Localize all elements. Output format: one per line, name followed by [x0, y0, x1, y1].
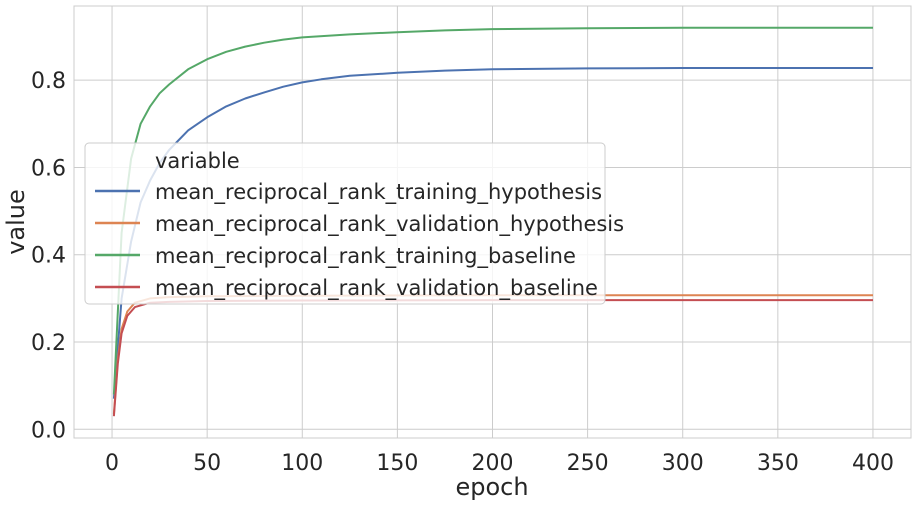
y-axis-label: value	[2, 189, 30, 255]
x-tick-label: 50	[193, 451, 221, 476]
x-tick-label: 100	[281, 451, 323, 476]
series-line-3	[112, 26, 873, 395]
x-axis-label: epoch	[455, 473, 528, 501]
y-tick-label: 0.8	[31, 69, 66, 94]
legend-entries: mean_reciprocal_rank_training_hypothesis…	[95, 180, 624, 301]
y-tick-label: 0.2	[31, 331, 66, 356]
plot-frame	[73, 5, 912, 439]
legend-title: variable	[155, 149, 240, 173]
x-tick-label: 400	[852, 451, 894, 476]
legend-label: mean_reciprocal_rank_validation_hypothes…	[155, 212, 624, 237]
x-tick-label: 150	[376, 451, 418, 476]
x-tick-label: 350	[757, 451, 799, 476]
x-tick-label: 0	[105, 451, 119, 476]
legend-box	[84, 142, 606, 305]
y-tick-label: 0.4	[31, 244, 66, 269]
x-tick-label: 200	[472, 451, 514, 476]
tick-labels: 0 50 100 150 200 250 300 350 400 0.0 0.2 0.4 0.6 0.8	[31, 69, 894, 476]
y-tick-label: 0.6	[31, 156, 66, 181]
legend: variable mean_reciprocal_rank_training_h…	[84, 142, 624, 305]
legend-label: mean_reciprocal_rank_validation_baseline	[155, 276, 598, 301]
legend-label: mean_reciprocal_rank_training_baseline	[155, 244, 576, 269]
x-tick-label: 250	[567, 451, 609, 476]
y-tick-label: 0.0	[31, 418, 66, 443]
legend-label: mean_reciprocal_rank_training_hypothesis	[155, 180, 602, 205]
x-tick-label: 300	[662, 451, 704, 476]
